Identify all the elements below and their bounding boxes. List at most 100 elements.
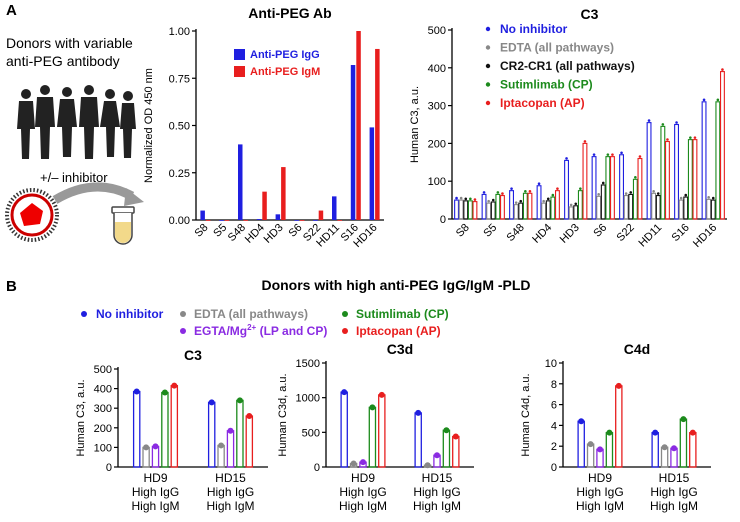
- legend-dot-egta: [180, 328, 186, 334]
- donor-text-line2: anti-PEG antibody: [6, 53, 120, 69]
- anti-peg-bar: [262, 191, 267, 220]
- c3-top-point: [455, 196, 458, 200]
- c3-bottom-ylabel: Human C3, a.u.: [75, 379, 87, 456]
- c3-top-legend-label: Sutimlimab (CP): [500, 78, 593, 92]
- c3-top-ylabel: Human C3, a.u.: [409, 86, 421, 163]
- c3-top-point: [556, 187, 559, 190]
- c3-top-ytick-label: 500: [428, 25, 446, 37]
- c3-bottom-point: [218, 442, 225, 449]
- c3d-point: [415, 409, 422, 416]
- c3-top-xtick-label: HD11: [637, 222, 665, 250]
- c3-top-point: [514, 201, 518, 204]
- c3d-bar: [340, 391, 348, 468]
- c3-bottom-bar: [207, 401, 216, 468]
- c3-top-point: [546, 197, 550, 201]
- c3-top-xtick-label: S6: [591, 222, 609, 240]
- c4d-ytick-label: 4: [551, 420, 557, 432]
- c4d-xtick-label: High IgG: [576, 485, 623, 499]
- c3-top-point: [469, 197, 472, 201]
- c3-top-legend-label: No inhibitor: [500, 22, 568, 36]
- c4d-xtick-label: HD9: [588, 471, 612, 485]
- c4d-bar: [651, 432, 659, 468]
- c3-top-bar: [660, 125, 666, 220]
- anti-peg-xtick-label: S8: [193, 222, 211, 240]
- pegylated-liposome-icon: [5, 188, 59, 242]
- c3-top-bar: [573, 205, 579, 220]
- c3-top-bar: [463, 200, 469, 220]
- anti-peg-legend-label: Anti-PEG IgG: [250, 49, 320, 61]
- c3-top-bar: [481, 193, 487, 220]
- c3-top-point: [551, 193, 555, 197]
- c3-top-legend-dot: [485, 45, 491, 50]
- c3d-point: [443, 427, 450, 434]
- c3d-point: [424, 462, 431, 469]
- c3d-xtick-label: High IgM: [413, 499, 461, 513]
- c3-top-bar: [458, 199, 464, 220]
- anti-peg-bar: [256, 219, 262, 220]
- panel-b-label: B: [6, 278, 17, 295]
- legend-iptacopan: Iptacopan (AP): [356, 324, 441, 338]
- c3-top-xtick-label: HD4: [530, 222, 554, 246]
- c3-bottom-point: [246, 413, 253, 420]
- c3-top-legend-dot: [485, 26, 491, 32]
- c4d-ytick-label: 0: [551, 462, 557, 474]
- c3-top-point: [611, 153, 614, 156]
- anti-peg-bar: [281, 167, 286, 220]
- anti-peg-ytick-label: 0.50: [169, 121, 190, 133]
- c3-top-bar: [605, 156, 611, 220]
- c3-top-ytick-label: 100: [428, 176, 446, 188]
- anti-peg-bar: [224, 220, 230, 221]
- anti-peg-bar: [238, 144, 243, 220]
- c3-top-point: [579, 187, 582, 190]
- c4d-ytick-label: 2: [551, 441, 557, 453]
- c3-top-point: [620, 151, 623, 155]
- anti-peg-bar: [318, 210, 324, 220]
- c3-top-point: [542, 199, 545, 203]
- c3d-point: [452, 433, 459, 440]
- legend-dot-sutimlimab: [342, 311, 348, 317]
- c3-top-bar: [499, 195, 505, 220]
- c3-top-legend-label: EDTA (all pathways): [500, 41, 614, 55]
- c3-top-point: [524, 189, 527, 193]
- c3-top-bar: [536, 185, 542, 220]
- c3-top-bar: [554, 190, 560, 220]
- curved-arrow-head-icon: [124, 188, 144, 206]
- c3-top-bar: [541, 202, 547, 220]
- c3-top-bar: [513, 204, 519, 220]
- c3-bottom-ytick-label: 0: [106, 462, 112, 474]
- anti-peg-bar: [350, 65, 356, 221]
- c3-top-point: [652, 189, 655, 193]
- c3-top-point: [569, 203, 573, 207]
- c4d-title: C4d: [624, 341, 650, 357]
- c3-top-point: [693, 136, 697, 139]
- c3-bottom-bar: [236, 399, 244, 468]
- c4d-point: [689, 429, 696, 436]
- anti-peg-bar: [332, 196, 337, 220]
- serum-tube-icon: [111, 206, 135, 245]
- charts-layer: Anti-PEG Ab 0.00 0.25 0.50 0.75 1.00 Normalize…: [75, 5, 727, 513]
- c3-top-bar: [518, 202, 524, 220]
- inhibitor-text: +/– inhibitor: [40, 170, 108, 185]
- c3-bottom-ytick-label: 500: [94, 364, 112, 376]
- anti-peg-ytick-label: 0.25: [169, 168, 190, 180]
- c3-top-bar: [683, 196, 689, 220]
- c3-top-bar: [609, 156, 615, 220]
- c3-top-xtick-label: S48: [505, 222, 527, 244]
- anti-peg-bar: [243, 220, 248, 221]
- c3-top-bar: [710, 199, 716, 220]
- c3-top-bar: [454, 199, 459, 220]
- c3-bottom-title: C3: [184, 347, 202, 363]
- panel-b-title: Donors with high anti-PEG IgG/IgM -PLD: [261, 277, 530, 293]
- c3-top-point: [629, 191, 633, 194]
- c4d-xtick-label: High IgG: [650, 485, 697, 499]
- c3-bottom-xtick-label: HD15: [215, 471, 246, 485]
- c3-top-point: [583, 140, 587, 143]
- c3-top-xtick-label: S5: [481, 222, 499, 240]
- c3-bottom-point: [152, 443, 159, 450]
- c3-bottom-ytick-label: 100: [94, 442, 112, 454]
- c3-top-point: [666, 138, 669, 141]
- c3-top-title: C3: [581, 6, 599, 22]
